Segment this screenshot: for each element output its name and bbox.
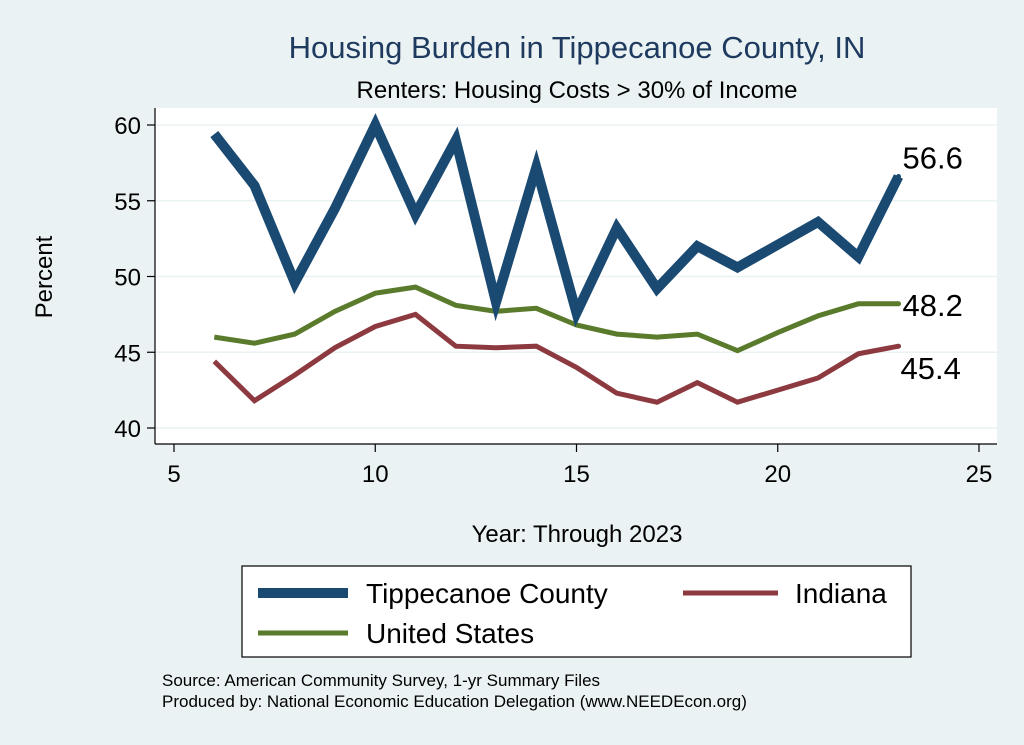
y-tick-label: 45 — [114, 340, 141, 367]
x-tick-label: 15 — [563, 461, 590, 488]
y-tick-label: 50 — [114, 265, 141, 292]
series-line-us — [213, 284, 899, 354]
x-axis-title: Year: Through 2023 — [472, 521, 683, 548]
series-endpoint-tippecanoe — [896, 174, 901, 180]
legend-box — [241, 565, 912, 658]
end-label-us: 48.2 — [903, 288, 963, 323]
x-tick-label: 10 — [362, 461, 389, 488]
series-line-indiana — [212, 311, 899, 405]
y-tick-label: 60 — [114, 113, 141, 140]
end-label-indiana: 45.4 — [901, 351, 961, 386]
produced-by-note: Produced by: National Economic Education… — [162, 692, 747, 711]
source-note: Source: American Community Survey, 1-yr … — [162, 671, 600, 690]
series-endpoint-indiana — [896, 343, 901, 349]
ticks: 40 45 50 55 60 5 10 15 20 25 — [114, 113, 992, 488]
legend-label-tippecanoe: Tippecanoe County — [366, 578, 608, 609]
series-line-tippecanoe — [210, 113, 903, 328]
chart-title: Housing Burden in Tippecanoe County, IN — [289, 30, 866, 65]
x-tick-label: 20 — [764, 461, 791, 488]
y-tick-label: 40 — [114, 416, 141, 443]
chart-subtitle: Renters: Housing Costs > 30% of Income — [357, 77, 798, 104]
series — [210, 113, 903, 405]
x-tick-label: 25 — [966, 461, 993, 488]
legend: Tippecanoe County Indiana United States — [241, 565, 912, 658]
y-axis-title: Percent — [31, 235, 58, 318]
legend-label-indiana: Indiana — [795, 578, 887, 609]
legend-label-us: United States — [366, 618, 534, 649]
end-labels: 56.6 45.4 48.2 — [901, 141, 963, 387]
y-tick-label: 55 — [114, 189, 141, 216]
end-label-tippecanoe: 56.6 — [903, 141, 963, 176]
series-endpoint-us — [896, 301, 901, 307]
x-tick-label: 5 — [167, 461, 180, 488]
